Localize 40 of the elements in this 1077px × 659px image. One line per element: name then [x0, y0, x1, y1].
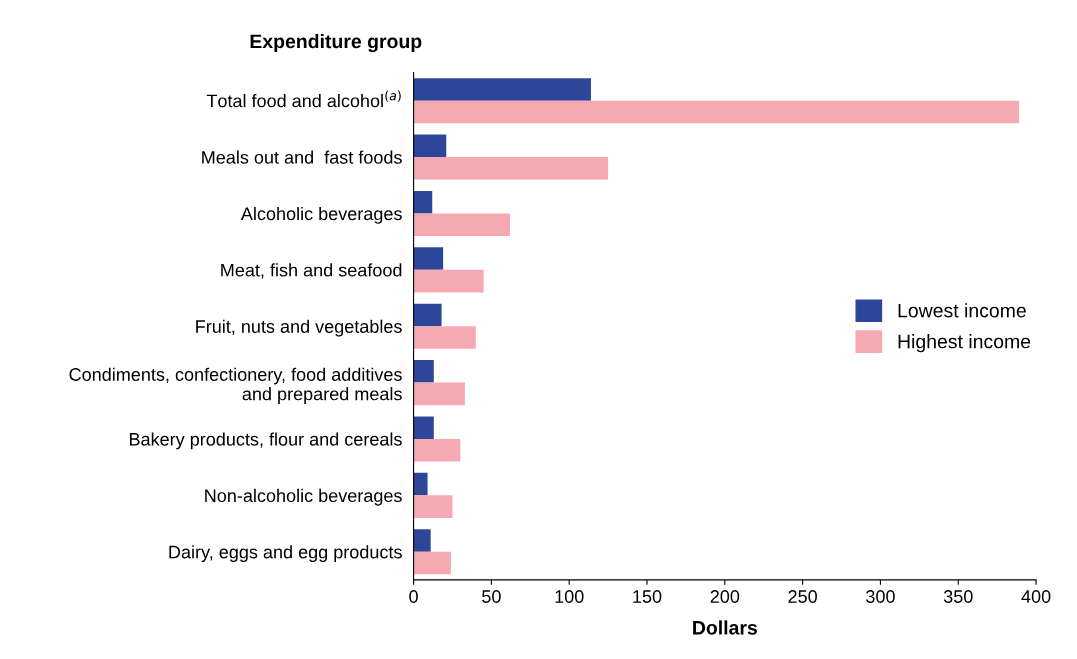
- bar: [413, 529, 431, 552]
- y-tick-label: Alcoholic beverages: [240, 206, 402, 224]
- y-tick-label: Fruit, nuts and vegetables: [196, 319, 402, 337]
- bar: [413, 326, 476, 349]
- y-tick-label: Meat, fish and seafood: [221, 263, 402, 279]
- bar: [413, 551, 451, 575]
- y-tick-label: Condiments, confectionery, food additives and prepared meals: [69, 367, 402, 404]
- bar: [413, 157, 609, 180]
- x-tick-label: 200: [710, 590, 740, 603]
- bar: [413, 472, 428, 496]
- x-tick-label: 0: [409, 590, 418, 603]
- x-tick-label: 100: [555, 590, 584, 603]
- x-axis-title: Dollars: [693, 620, 757, 635]
- y-tick-label: Non-alcoholic beverages: [205, 488, 402, 506]
- bar: [413, 269, 484, 293]
- y-tick-label: Total food and alcohol$^{(a)}$: [206, 90, 401, 108]
- y-tick-label: Bakery products, flour and cereals: [129, 432, 402, 450]
- bar: [413, 213, 511, 236]
- y-tick-label: Dairy, eggs and egg products: [169, 545, 402, 563]
- bar: [413, 303, 442, 327]
- bar: [413, 438, 461, 462]
- x-tick-label: 150: [633, 590, 662, 603]
- x-tick-label: 50: [482, 590, 501, 603]
- bar: [413, 78, 591, 101]
- legend-label: Lowest income: [898, 303, 1026, 318]
- bar: [413, 416, 434, 439]
- y-tick-label: Meals out and fast foods: [202, 150, 402, 164]
- x-tick-label: 250: [788, 590, 817, 603]
- bar: [413, 134, 447, 158]
- x-tick-label: 400: [1021, 590, 1051, 603]
- x-tick-label: 300: [866, 590, 895, 603]
- bar: [413, 190, 433, 214]
- bar: [413, 382, 465, 406]
- bar: [413, 360, 434, 383]
- x-tick-label: 350: [943, 590, 973, 603]
- bar: [413, 247, 444, 270]
- legend-label: Highest income: [898, 334, 1031, 353]
- y-axis-title: Expenditure group: [250, 33, 422, 53]
- bar: [413, 495, 453, 518]
- bar: [413, 100, 1019, 124]
